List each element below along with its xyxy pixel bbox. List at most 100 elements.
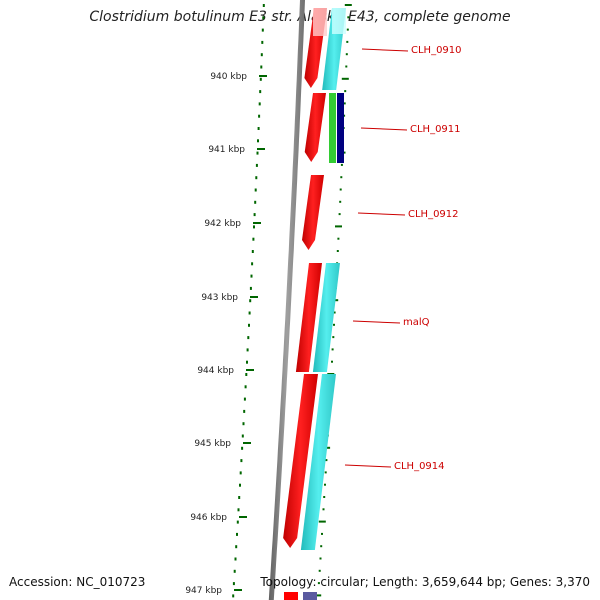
gc-dot — [252, 237, 255, 241]
gc-dot — [261, 40, 264, 44]
gc-dot — [244, 385, 247, 389]
scale-tick — [250, 296, 258, 298]
scale-label: 942 kbp — [204, 219, 241, 229]
gene-highlight — [313, 8, 327, 36]
gc-dot — [347, 16, 350, 19]
gc-dot — [332, 336, 335, 339]
gc-dot — [318, 520, 326, 523]
gc-dot — [262, 16, 265, 20]
gc-dot — [340, 163, 343, 166]
gc-dot — [253, 225, 255, 229]
gc-dot — [331, 360, 333, 363]
scale-label: 947 kbp — [185, 586, 222, 596]
gene-bar-red — [295, 263, 322, 372]
scale-label: 946 kbp — [190, 513, 227, 523]
gene-label: CLH_0910 — [411, 45, 462, 56]
genome-summary-text: Topology: circular; Length: 3,659,644 bp… — [260, 575, 590, 589]
gc-dot — [248, 311, 251, 315]
gc-dot — [248, 323, 250, 327]
gc-dot — [314, 594, 322, 597]
feature-highlight — [332, 8, 346, 34]
feature-navy — [337, 93, 344, 163]
scale-tick — [246, 369, 254, 371]
genome-backbone — [268, 0, 305, 600]
gc-dot — [345, 65, 348, 68]
accession-text: Accession: NC_010723 — [9, 575, 146, 589]
gc-dot — [325, 459, 328, 462]
gc-dot — [324, 483, 326, 486]
gc-dot — [320, 545, 323, 548]
gc-dot — [261, 28, 264, 32]
feature-green — [329, 93, 336, 163]
gc-dot — [322, 508, 325, 511]
gc-dot — [317, 582, 320, 585]
gc-dot — [341, 77, 349, 80]
gene-label: CLH_0911 — [410, 124, 461, 135]
gc-dot — [243, 409, 246, 413]
gc-dot — [259, 90, 262, 94]
gc-dot — [257, 139, 259, 143]
gc-dot — [250, 274, 253, 278]
feature-cyan — [312, 263, 340, 372]
gc-dot — [258, 114, 261, 118]
gc-dot — [333, 311, 336, 314]
scale-label: 944 kbp — [197, 366, 234, 376]
gc-dot — [340, 176, 343, 179]
gc-dot — [243, 397, 246, 401]
gc-dot — [333, 323, 335, 326]
scale-tick — [257, 148, 265, 150]
gc-dot — [254, 200, 257, 204]
gene-label-line — [357, 212, 406, 216]
gene-label-line — [361, 48, 409, 52]
gc-dot — [335, 225, 342, 228]
scale-tick — [253, 222, 261, 224]
gc-dot — [321, 532, 323, 535]
gc-dot — [260, 53, 263, 57]
gc-dot — [338, 213, 341, 216]
gene-label: CLH_0914 — [394, 461, 445, 472]
gc-dot — [245, 373, 248, 376]
gene-arrow-red — [304, 93, 326, 162]
gc-dot — [239, 483, 241, 487]
gc-dot — [331, 348, 334, 351]
scale-label: 945 kbp — [194, 439, 231, 449]
gc-dot — [343, 114, 346, 117]
gene-arrow-red — [302, 175, 324, 250]
gc-dot — [253, 213, 256, 217]
gc-dot — [344, 4, 352, 6]
gene-label: CLH_0912 — [408, 209, 459, 220]
feature-stub-purple — [303, 592, 317, 600]
gc-dot — [259, 77, 262, 81]
gc-dot — [346, 28, 349, 31]
gc-dot — [240, 459, 243, 463]
gc-dot — [345, 53, 348, 56]
gene-label-line — [344, 464, 392, 468]
gc-dot — [257, 127, 260, 130]
gc-dot — [336, 250, 339, 252]
gc-dot — [344, 90, 347, 93]
gene-stub-red — [284, 592, 298, 600]
gc-dot — [235, 545, 238, 549]
scale-tick — [243, 442, 251, 444]
gc-dot — [262, 4, 265, 7]
gc-dot — [236, 532, 238, 536]
gc-dot — [318, 569, 321, 572]
gc-dot — [242, 422, 245, 426]
gc-dot — [323, 496, 326, 498]
gene-label-line — [352, 320, 401, 324]
gc-dot — [246, 360, 248, 364]
gc-dot — [247, 336, 250, 340]
gc-dot — [239, 471, 242, 475]
gc-dot — [238, 496, 241, 499]
feature-cyan — [300, 374, 336, 550]
gc-dot — [246, 348, 249, 352]
gc-dot — [255, 176, 258, 180]
gc-dot — [343, 102, 346, 105]
scale-tick — [259, 75, 267, 77]
gc-dot — [249, 299, 252, 303]
gc-dot — [324, 471, 327, 474]
gc-dot — [256, 151, 259, 155]
scale-label: 943 kbp — [201, 293, 238, 303]
